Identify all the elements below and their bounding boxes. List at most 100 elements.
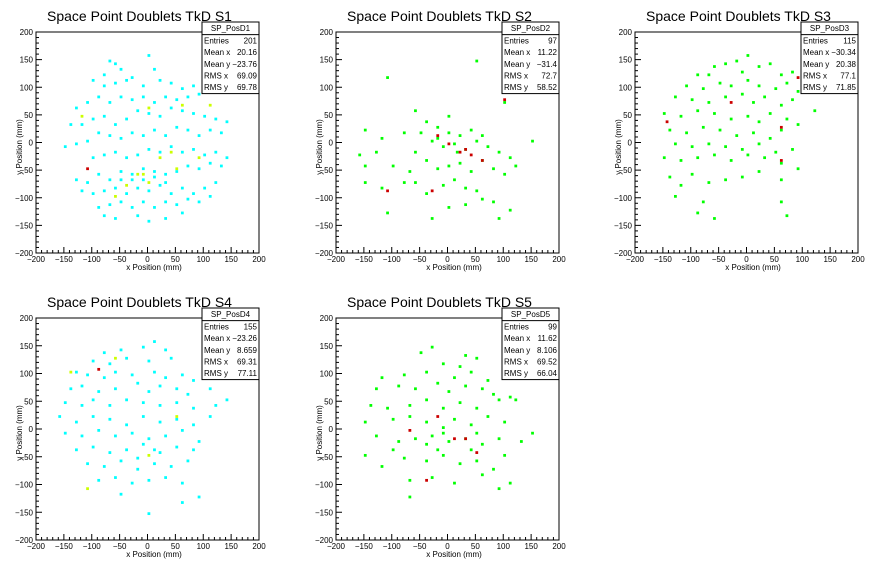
stats-value: 69.78: [237, 83, 258, 92]
data-bin: [141, 401, 145, 405]
data-bin: [119, 178, 123, 182]
data-bin: [791, 98, 794, 102]
stats-box-frame: [501, 21, 560, 95]
stats-box: SP_PosD5 Entries 99 Mean x 11.62 Mean y 8.106 R…: [501, 307, 560, 381]
x-tick-label: 200: [552, 255, 566, 264]
data-bin: [197, 134, 201, 137]
y-tick-label: −100: [614, 194, 633, 203]
data-bin: [430, 189, 434, 193]
x-tick-label: −100: [83, 542, 102, 551]
y-tick-label: 50: [623, 111, 632, 120]
data-bin: [475, 189, 479, 193]
data-bin: [740, 92, 744, 96]
data-bin: [425, 420, 428, 424]
data-bin: [497, 487, 501, 491]
data-bin: [436, 125, 440, 129]
data-bin: [169, 192, 173, 195]
data-bin: [397, 440, 401, 443]
data-bin: [180, 186, 184, 190]
data-bin: [102, 465, 106, 468]
data-bin: [114, 434, 117, 438]
data-bin: [119, 67, 123, 71]
data-bin: [363, 453, 367, 457]
x-tick-label: 200: [851, 255, 865, 264]
data-bin: [108, 59, 112, 63]
y-tick-label: 100: [320, 370, 334, 379]
y-tick-label: −150: [315, 508, 334, 517]
data-bin: [63, 145, 67, 149]
data-bin: [690, 98, 694, 102]
data-bin: [130, 178, 134, 182]
data-bin: [514, 164, 518, 168]
data-bin: [169, 465, 173, 468]
data-bin: [380, 186, 384, 190]
data-bin: [153, 462, 156, 466]
data-bin: [447, 390, 451, 393]
data-bin: [436, 134, 440, 137]
y-tick-label: −50: [618, 166, 632, 175]
data-bin: [147, 181, 151, 184]
data-bin: [447, 206, 451, 209]
data-bin: [114, 476, 117, 479]
x-tick-label: 150: [823, 255, 837, 264]
data-bin: [469, 448, 473, 452]
stats-value: 71.85: [836, 83, 857, 92]
data-bin: [503, 101, 507, 104]
data-bin: [153, 340, 156, 343]
data-bin: [63, 401, 67, 405]
x-tick-label: −150: [55, 542, 74, 551]
data-bin: [785, 214, 789, 218]
data-bin: [514, 398, 518, 402]
y-tick-label: 200: [619, 28, 633, 37]
x-tick-label: 0: [445, 542, 450, 551]
data-bin: [164, 172, 168, 176]
data-bin: [679, 159, 683, 162]
data-bin: [397, 384, 401, 388]
y-tick-label: −50: [19, 166, 33, 175]
y-tick-label: 200: [20, 314, 34, 323]
data-bin: [97, 429, 101, 432]
data-bin: [141, 442, 145, 446]
data-bin: [169, 106, 173, 110]
data-bin: [91, 192, 95, 195]
data-bin: [453, 142, 456, 146]
data-bin: [469, 170, 473, 173]
data-bin: [186, 95, 190, 99]
data-bin: [180, 211, 184, 215]
data-bin: [508, 481, 512, 485]
data-bin: [80, 189, 84, 193]
stats-value: 11.62: [538, 334, 558, 343]
stats-value: 69.31: [237, 357, 258, 366]
x-tick-label: 100: [796, 255, 810, 264]
y-axis-label: y Position (mm): [315, 405, 324, 461]
y-tick-label: 50: [324, 111, 333, 120]
data-bin: [430, 217, 434, 220]
data-bin: [785, 81, 789, 85]
data-bin: [180, 501, 184, 504]
data-bin: [164, 95, 168, 99]
data-bin: [80, 123, 84, 126]
data-bin: [369, 404, 373, 407]
data-bin: [136, 456, 140, 460]
data-bin: [685, 131, 688, 135]
data-bin: [464, 437, 468, 441]
stats-name: SP_PosD3: [810, 24, 850, 33]
data-bin: [768, 62, 772, 66]
data-bin: [164, 134, 168, 137]
data-bin: [136, 214, 140, 218]
data-bin: [180, 109, 184, 113]
x-tick-label: 0: [145, 255, 150, 264]
data-bin: [497, 437, 501, 441]
data-bin: [141, 415, 145, 418]
histogram-panel-3: Space Point Doublets TkD S3−200 −150 −100−…: [614, 8, 865, 272]
y-tick-label: −150: [614, 221, 633, 230]
data-bin: [108, 362, 112, 366]
data-bin: [662, 112, 666, 115]
data-bin: [114, 387, 117, 391]
data-bin: [203, 114, 207, 118]
stats-value: 72.7: [541, 71, 557, 80]
data-bin: [701, 125, 705, 129]
data-bin: [375, 150, 378, 154]
data-bin: [136, 153, 140, 157]
